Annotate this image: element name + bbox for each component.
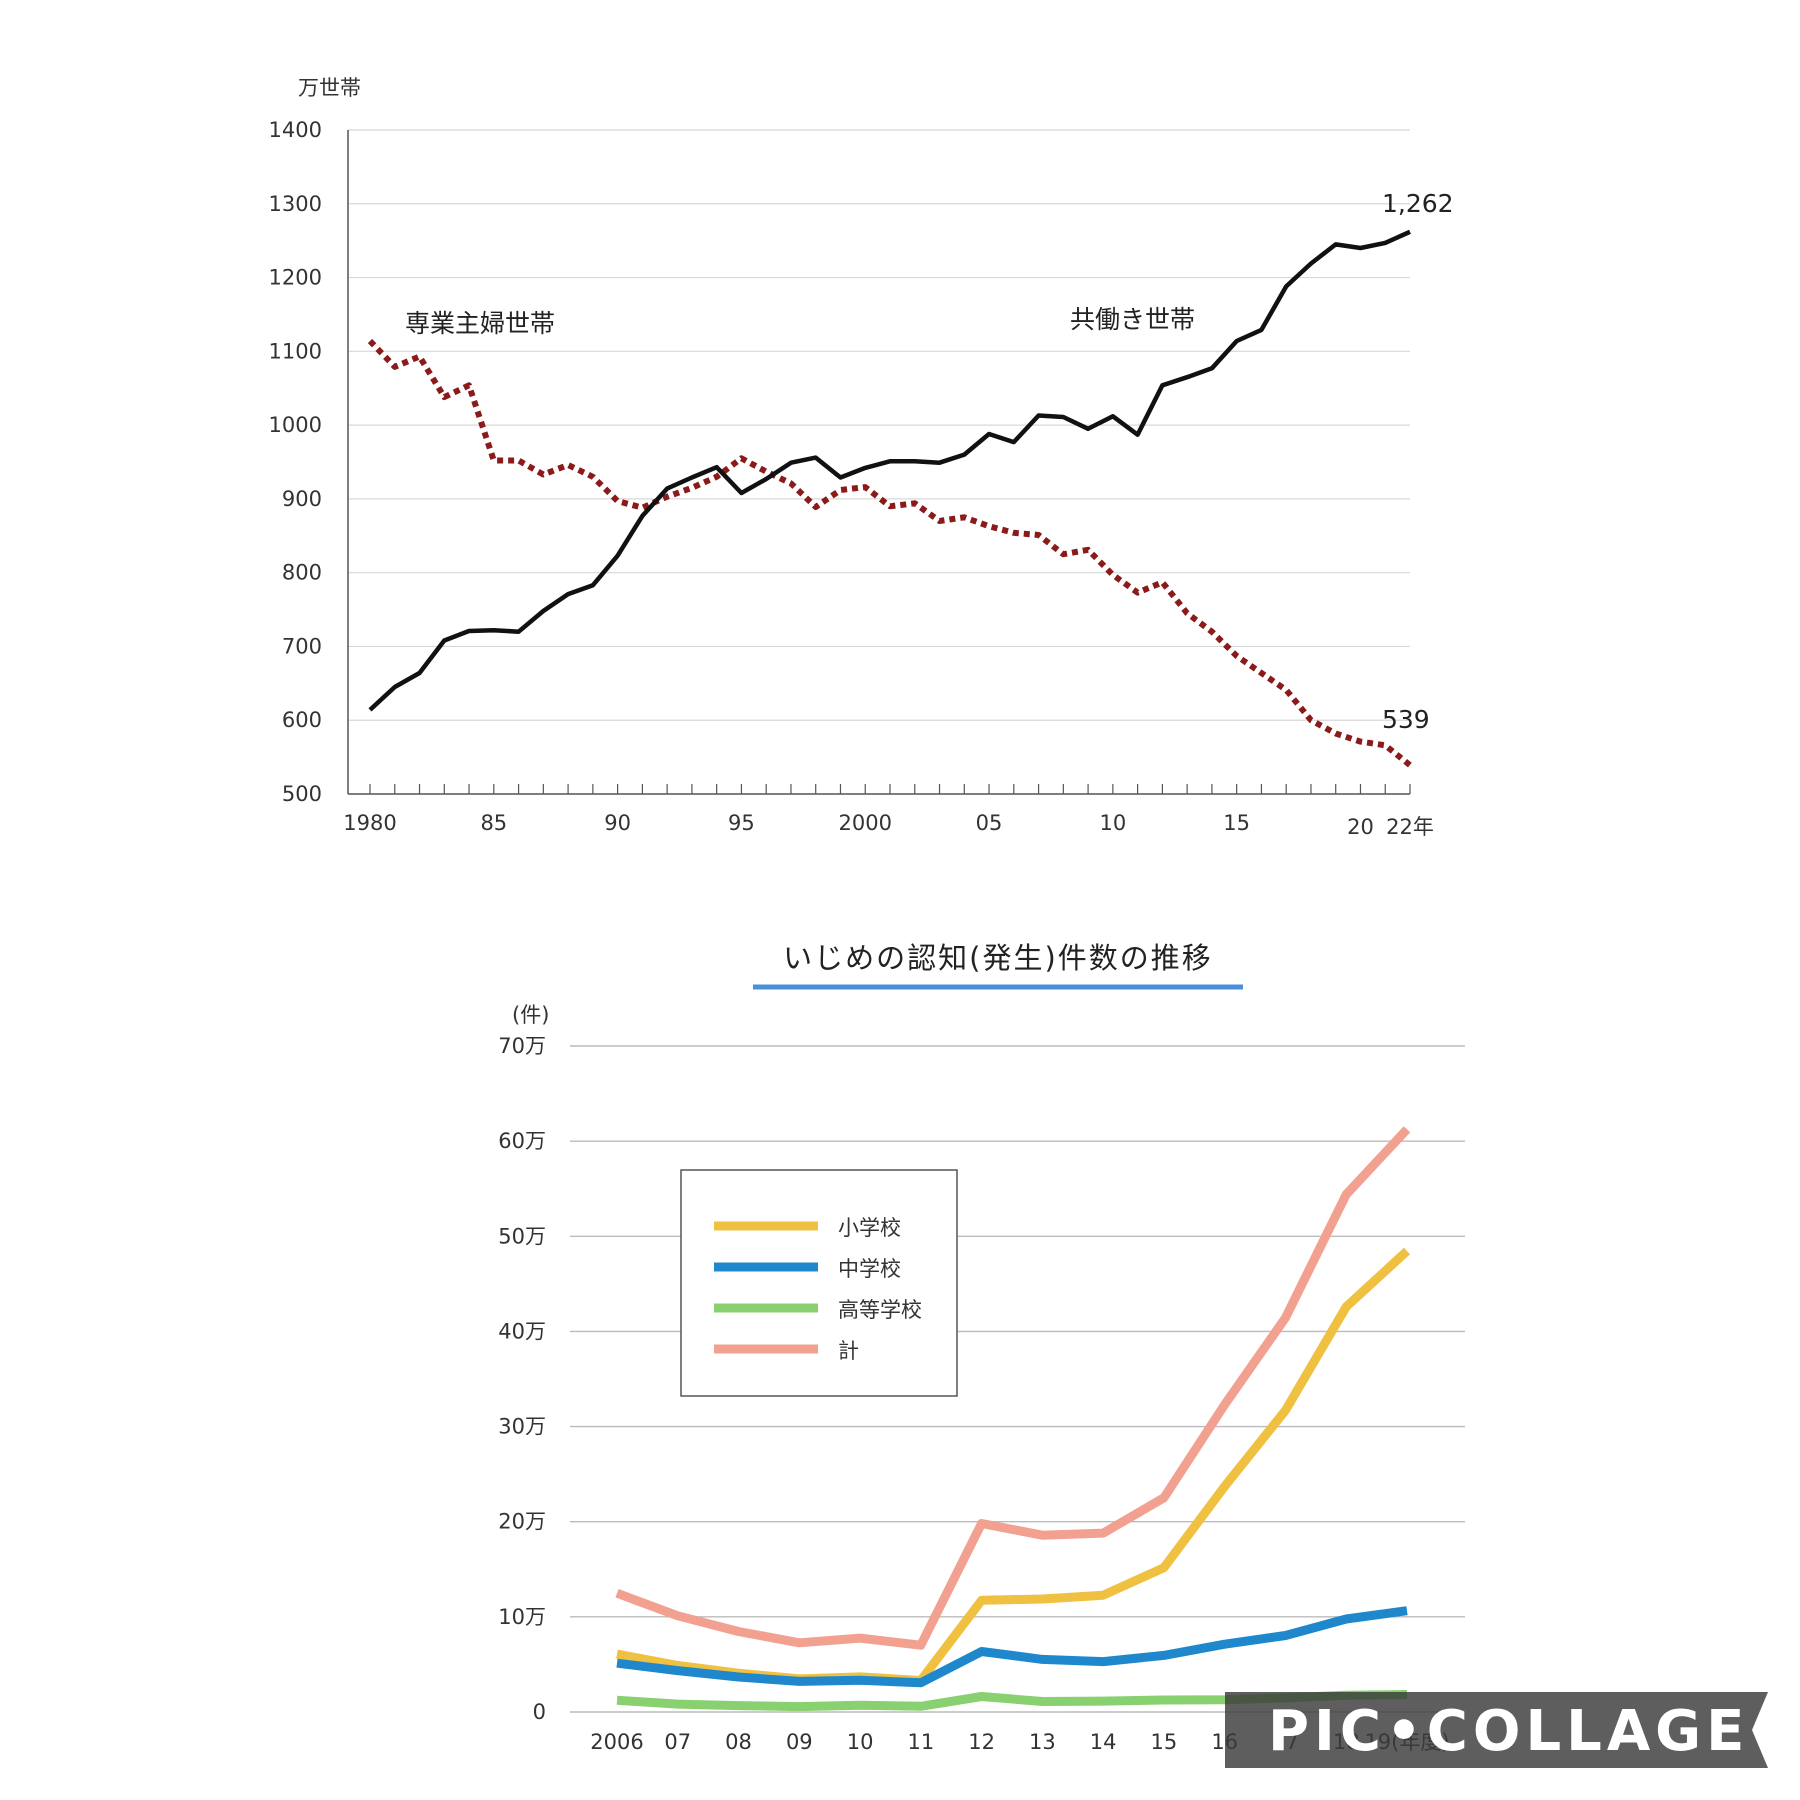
chart1-x-tick: 90: [604, 811, 631, 835]
legend-box: [680, 1169, 958, 1397]
chart2-title: いじめの認知(発生)件数の推移: [783, 941, 1213, 975]
chart1-y-tick: 1300: [269, 192, 322, 216]
housewife-end-value: 539: [1382, 705, 1430, 734]
chart2-x-tick: 08: [725, 1730, 752, 1754]
chart2-y-tick: 50万: [498, 1224, 546, 1248]
chart2-y-tick: 0: [533, 1700, 546, 1724]
chart2-y-tick: 20万: [498, 1510, 546, 1534]
chart1-series: [367, 229, 1412, 768]
chart1-x-tick: 22年: [1386, 815, 1434, 839]
chart2-x-tick: 09: [786, 1730, 813, 1754]
chart1-y-tick: 600: [282, 708, 322, 732]
chart1-y-tick: 1200: [269, 266, 322, 290]
chart2-series-line-2: [616, 1606, 1408, 1688]
chart1-gridlines: [348, 129, 1410, 721]
chart1-x-tick: 10: [1099, 811, 1126, 835]
chart2-y-axis-unit: (件): [512, 1003, 549, 1027]
chart2-y-tick: 60万: [498, 1129, 546, 1153]
households-chart: 1400 1300 1200 1100 1000 900 800 700 600 500 1980…: [269, 76, 1454, 839]
chart1-x-tick: 1980: [343, 811, 396, 835]
legend-label: 中学校: [838, 1257, 901, 1281]
chart1-x-tick: 05: [976, 811, 1003, 835]
housewife-series-line: [367, 338, 1412, 768]
legend-label: 小学校: [838, 1216, 901, 1240]
watermark-text: PIC•COLLAGE: [1268, 1699, 1749, 1764]
dual-income-series-line: [368, 229, 1411, 712]
chart1-y-tick: 500: [282, 782, 322, 806]
chart1-x-tick: 20: [1347, 815, 1374, 839]
chart2-y-tick: 10万: [498, 1605, 546, 1629]
chart2-x-tick: 11: [907, 1730, 934, 1754]
housewife-series-label: 専業主婦世帯: [405, 309, 555, 338]
chart2-x-tick: 2006: [590, 1730, 643, 1754]
legend-label: 高等学校: [838, 1298, 922, 1322]
chart2-x-tick: 07: [664, 1730, 691, 1754]
chart2-y-tick: 30万: [498, 1415, 546, 1439]
chart1-y-tick: 900: [282, 487, 322, 511]
chart1-y-tick: 1100: [269, 339, 322, 363]
chart1-x-tick: 2000: [839, 811, 892, 835]
chart2-x-tick: 14: [1090, 1730, 1117, 1754]
chart1-axes: [347, 130, 1411, 795]
legend-label: 計: [838, 1339, 859, 1363]
chart1-x-tick: 85: [480, 811, 507, 835]
watermark-banner: [1225, 1692, 1768, 1768]
chart2-x-tick: 13: [1029, 1730, 1056, 1754]
chart2-x-tick: 12: [968, 1730, 995, 1754]
chart2-y-tick-labels: 70万 60万 50万 40万 30万 20万 10万 0: [498, 1034, 546, 1724]
chart1-x-tick: 15: [1223, 811, 1250, 835]
chart2-x-tick: 15: [1151, 1730, 1178, 1754]
chart1-y-axis-unit: 万世帯: [298, 76, 361, 100]
chart2-y-tick: 70万: [498, 1034, 546, 1058]
dual-income-series-label: 共働き世帯: [1070, 305, 1195, 334]
chart1-x-tick: 95: [728, 811, 755, 835]
chart2-x-tick: 10: [847, 1730, 874, 1754]
dual-income-end-value: 1,262: [1382, 189, 1454, 218]
chart2-series-line-4: [615, 1126, 1411, 1650]
chart2-y-tick: 40万: [498, 1319, 546, 1343]
pic-collage-watermark: PIC•COLLAGE: [1225, 1692, 1768, 1768]
bullying-chart: いじめの認知(発生)件数の推移 (件) 70万 60万 50万 40万 30万 20万 10…: [498, 941, 1465, 1754]
chart1-y-tick: 700: [282, 634, 322, 658]
chart1-y-tick: 1000: [269, 413, 322, 437]
chart1-y-tick-labels: 1400 1300 1200 1100 1000 900 800 700 600 500: [269, 118, 322, 806]
chart2-series: [615, 1126, 1411, 1712]
chart1-x-tick-labels: 1980 85 90 95 2000 05 10 15 20 22年: [343, 811, 1434, 839]
chart1-y-tick: 800: [282, 561, 322, 585]
chart1-y-tick: 1400: [269, 118, 322, 142]
